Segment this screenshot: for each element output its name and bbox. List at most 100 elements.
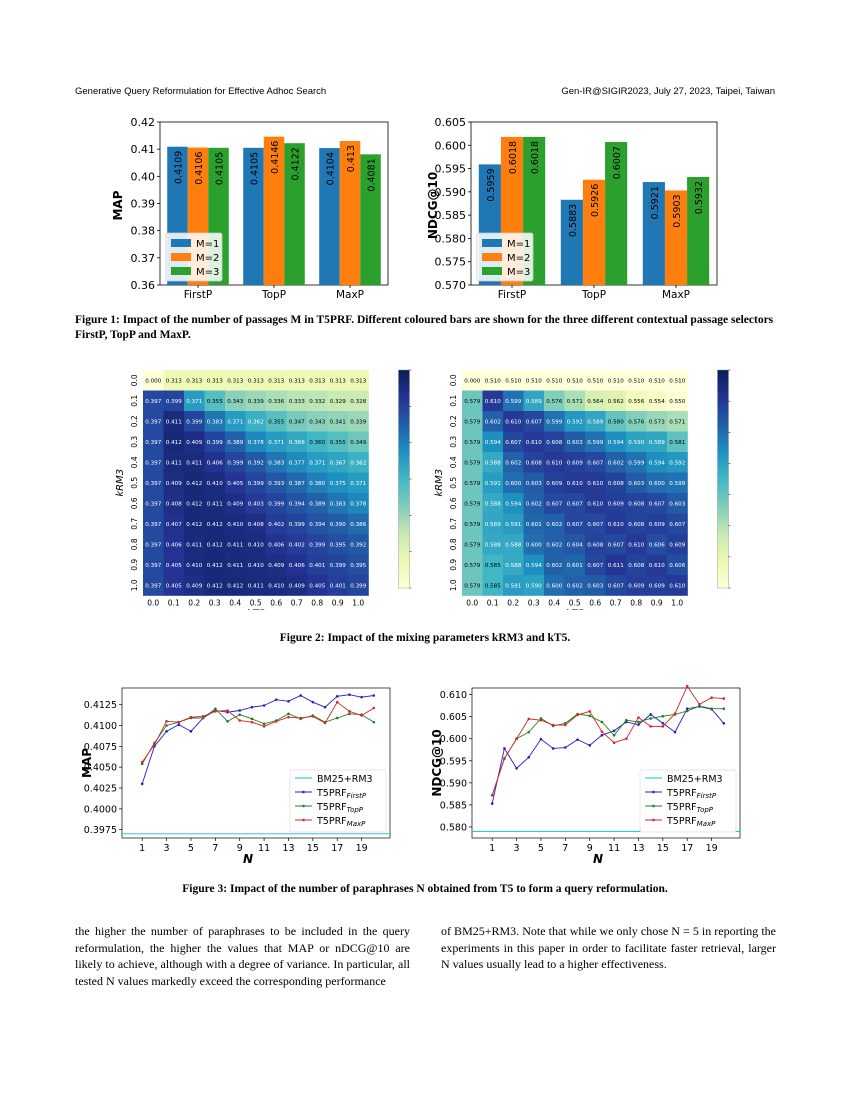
heatmap-cell xyxy=(605,411,627,432)
heatmap-cell-label: 0.402 xyxy=(268,522,284,528)
colorbar-segment xyxy=(398,431,410,436)
colorbar-segment xyxy=(717,373,729,378)
heatmap-cell xyxy=(307,452,328,473)
x-tick-label: 9 xyxy=(587,843,593,854)
heatmap-cell-label: 0.375 xyxy=(330,481,346,487)
series-line xyxy=(141,694,374,784)
heatmap-cell-label: 0.607 xyxy=(567,522,583,528)
heatmap-cell xyxy=(184,411,205,432)
y-tick-label: 0.4025 xyxy=(84,784,117,795)
heatmap-cell xyxy=(564,431,586,453)
heatmap-cell xyxy=(462,575,483,596)
heatmap-cell xyxy=(163,370,185,391)
legend-marker xyxy=(302,818,305,822)
heatmap-cell-label: 0.412 xyxy=(186,481,202,487)
heatmap-cell xyxy=(348,472,369,494)
heatmap-cell-label: 0.399 xyxy=(309,542,325,548)
heatmap-cell xyxy=(327,554,349,576)
y-tick-label: 0.8 xyxy=(449,538,458,550)
colorbar-segment xyxy=(717,388,729,393)
colorbar-segment xyxy=(717,395,729,400)
bar xyxy=(687,176,710,285)
colorbar-segment xyxy=(717,493,729,498)
bar-chart-ndcg: 0.570 0.575 0.580 0.585 0.590 0.595 0.600 0.605… xyxy=(426,116,718,300)
heatmap-cell-label: 0.607 xyxy=(669,522,685,528)
heatmap-cell-label: 0.383 xyxy=(268,460,284,466)
heatmap-cell xyxy=(646,452,668,473)
colorbar-segment xyxy=(717,391,729,396)
colorbar-segment xyxy=(398,428,410,433)
heatmap-cell-label: 0.386 xyxy=(350,522,366,528)
heatmap-cell xyxy=(204,554,226,576)
heatmap-cell xyxy=(163,472,185,494)
heatmap-cell xyxy=(204,534,226,555)
series-point xyxy=(287,712,290,716)
colorbar-segment xyxy=(717,533,729,538)
heatmap-cell-label: 0.401 xyxy=(330,583,346,589)
heatmap-cell-label: 0.412 xyxy=(207,542,223,548)
legend-label: M=2 xyxy=(507,253,530,264)
heatmap-cell xyxy=(503,534,524,555)
heatmap-cell xyxy=(143,370,164,391)
heatmap-cell-label: 0.550 xyxy=(669,399,685,405)
heatmap-cell-label: 0.329 xyxy=(330,399,346,405)
heatmap-cell-label: 0.397 xyxy=(145,399,161,405)
series-point xyxy=(515,766,518,770)
series-point xyxy=(685,709,689,713)
x-tick-label: 0.5 xyxy=(569,599,581,608)
heatmap-cell xyxy=(245,534,267,555)
heatmap-cell xyxy=(523,390,545,412)
heatmap-cell-label: 0.594 xyxy=(505,501,521,507)
colorbar-segment xyxy=(717,482,729,487)
heatmap-cell xyxy=(482,431,504,453)
colorbar-segment xyxy=(398,399,410,404)
colorbar-segment xyxy=(398,409,410,415)
y-tick-label: 0.8 xyxy=(130,538,139,550)
heatmap-cell xyxy=(143,493,164,514)
bar-data-label: 0.4105 xyxy=(215,152,226,185)
series-point xyxy=(600,720,604,724)
heatmap-cell xyxy=(605,534,627,555)
heatmap-cell xyxy=(245,431,267,453)
heatmap-cell-label: 0.371 xyxy=(227,419,243,425)
heatmap-cell xyxy=(667,390,688,412)
line-chart-map: 0.3975 0.4000 0.4025 0.4050 0.4075 0.4100 0.41… xyxy=(80,687,391,865)
heatmap-cell-label: 0.556 xyxy=(628,399,644,405)
heatmap-cell-label: 0.599 xyxy=(587,440,603,446)
series-point xyxy=(685,707,689,711)
heatmap-cell xyxy=(667,411,688,432)
heatmap-cell-label: 0.407 xyxy=(166,522,182,528)
heatmap-cell xyxy=(286,493,308,514)
heatmap-cell-label: 0.389 xyxy=(227,440,243,446)
heatmap-cell xyxy=(143,452,164,473)
heatmap-cell-label: 0.397 xyxy=(145,440,161,446)
colorbar-segment xyxy=(398,566,410,571)
heatmap-cell-label: 0.606 xyxy=(669,563,685,569)
series-line xyxy=(491,685,724,796)
series-point xyxy=(490,802,494,805)
heatmap-cell-label: 0.313 xyxy=(166,378,182,384)
heatmap-cell xyxy=(646,472,668,494)
bar xyxy=(560,199,583,285)
bar-data-label: 0.6018 xyxy=(530,141,541,174)
heatmap-cell-label: 0.562 xyxy=(608,399,624,405)
series-point xyxy=(551,723,555,727)
heatmap-cell xyxy=(564,554,586,576)
heatmap-cell-label: 0.607 xyxy=(587,522,603,528)
series-point xyxy=(527,717,531,721)
bar xyxy=(284,143,305,285)
heatmap-cell-label: 0.341 xyxy=(330,419,346,425)
heatmap-cell-label: 0.608 xyxy=(526,460,542,466)
bar-data-label: 0.5883 xyxy=(568,204,579,237)
bar xyxy=(360,154,381,285)
heatmap-cell xyxy=(585,431,606,453)
colorbar-segment xyxy=(398,562,410,567)
heatmap-cell-label: 0.397 xyxy=(145,481,161,487)
heatmap-cell xyxy=(544,390,565,412)
heatmap-cell xyxy=(626,431,647,453)
heatmap-cell xyxy=(564,452,586,473)
series-point xyxy=(722,697,726,700)
heatmap-cell-label: 0.355 xyxy=(268,419,284,425)
y-tick-label: 0.605 xyxy=(435,116,467,129)
heatmap-cell xyxy=(503,554,524,576)
